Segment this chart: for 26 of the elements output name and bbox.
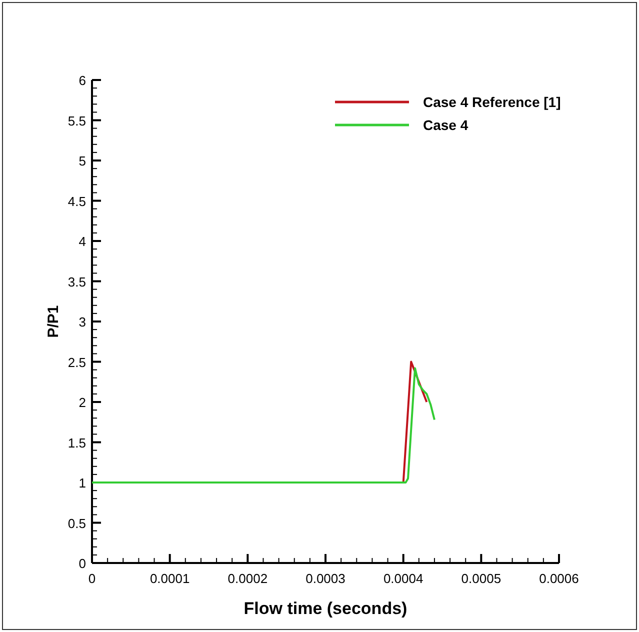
text: Case 4 Reference [1]	[423, 94, 561, 110]
x-axis-title: Flow time (seconds)	[244, 599, 408, 618]
y-tick-label: 0.5	[68, 516, 86, 531]
x-tick-label: 0.0006	[539, 571, 579, 586]
y-tick-label: 3.5	[68, 274, 86, 290]
line-series	[402, 360, 428, 484]
y-tick-label: 5	[78, 154, 86, 168]
x-tick-label: 0	[88, 571, 96, 586]
y-tick-label: 4	[78, 234, 86, 249]
x-tick-label: 0.0001	[150, 571, 190, 586]
y-tick-label: 3	[78, 314, 86, 330]
x-tick-label: 0.0002	[228, 571, 268, 586]
x-tick-label: 0.0005	[461, 571, 502, 586]
y-tick-label: 2	[78, 395, 86, 410]
y-tick-label: 1.5	[68, 435, 86, 450]
line-series	[91, 367, 436, 484]
y-tick-label: 1	[78, 476, 86, 490]
y-tick-label: 4.5	[68, 194, 86, 209]
y-tick-label: 2.5	[68, 354, 86, 370]
y-tick-label: 0	[78, 556, 86, 571]
y-tick-label: 6	[78, 73, 86, 88]
text: Case 4	[423, 117, 468, 133]
y-axis-title: P/P1	[45, 305, 62, 338]
x-tick-label: 0.0003	[306, 571, 346, 586]
y-tick-label: 5.5	[68, 113, 86, 128]
x-tick-label: 0.0004	[383, 571, 424, 586]
